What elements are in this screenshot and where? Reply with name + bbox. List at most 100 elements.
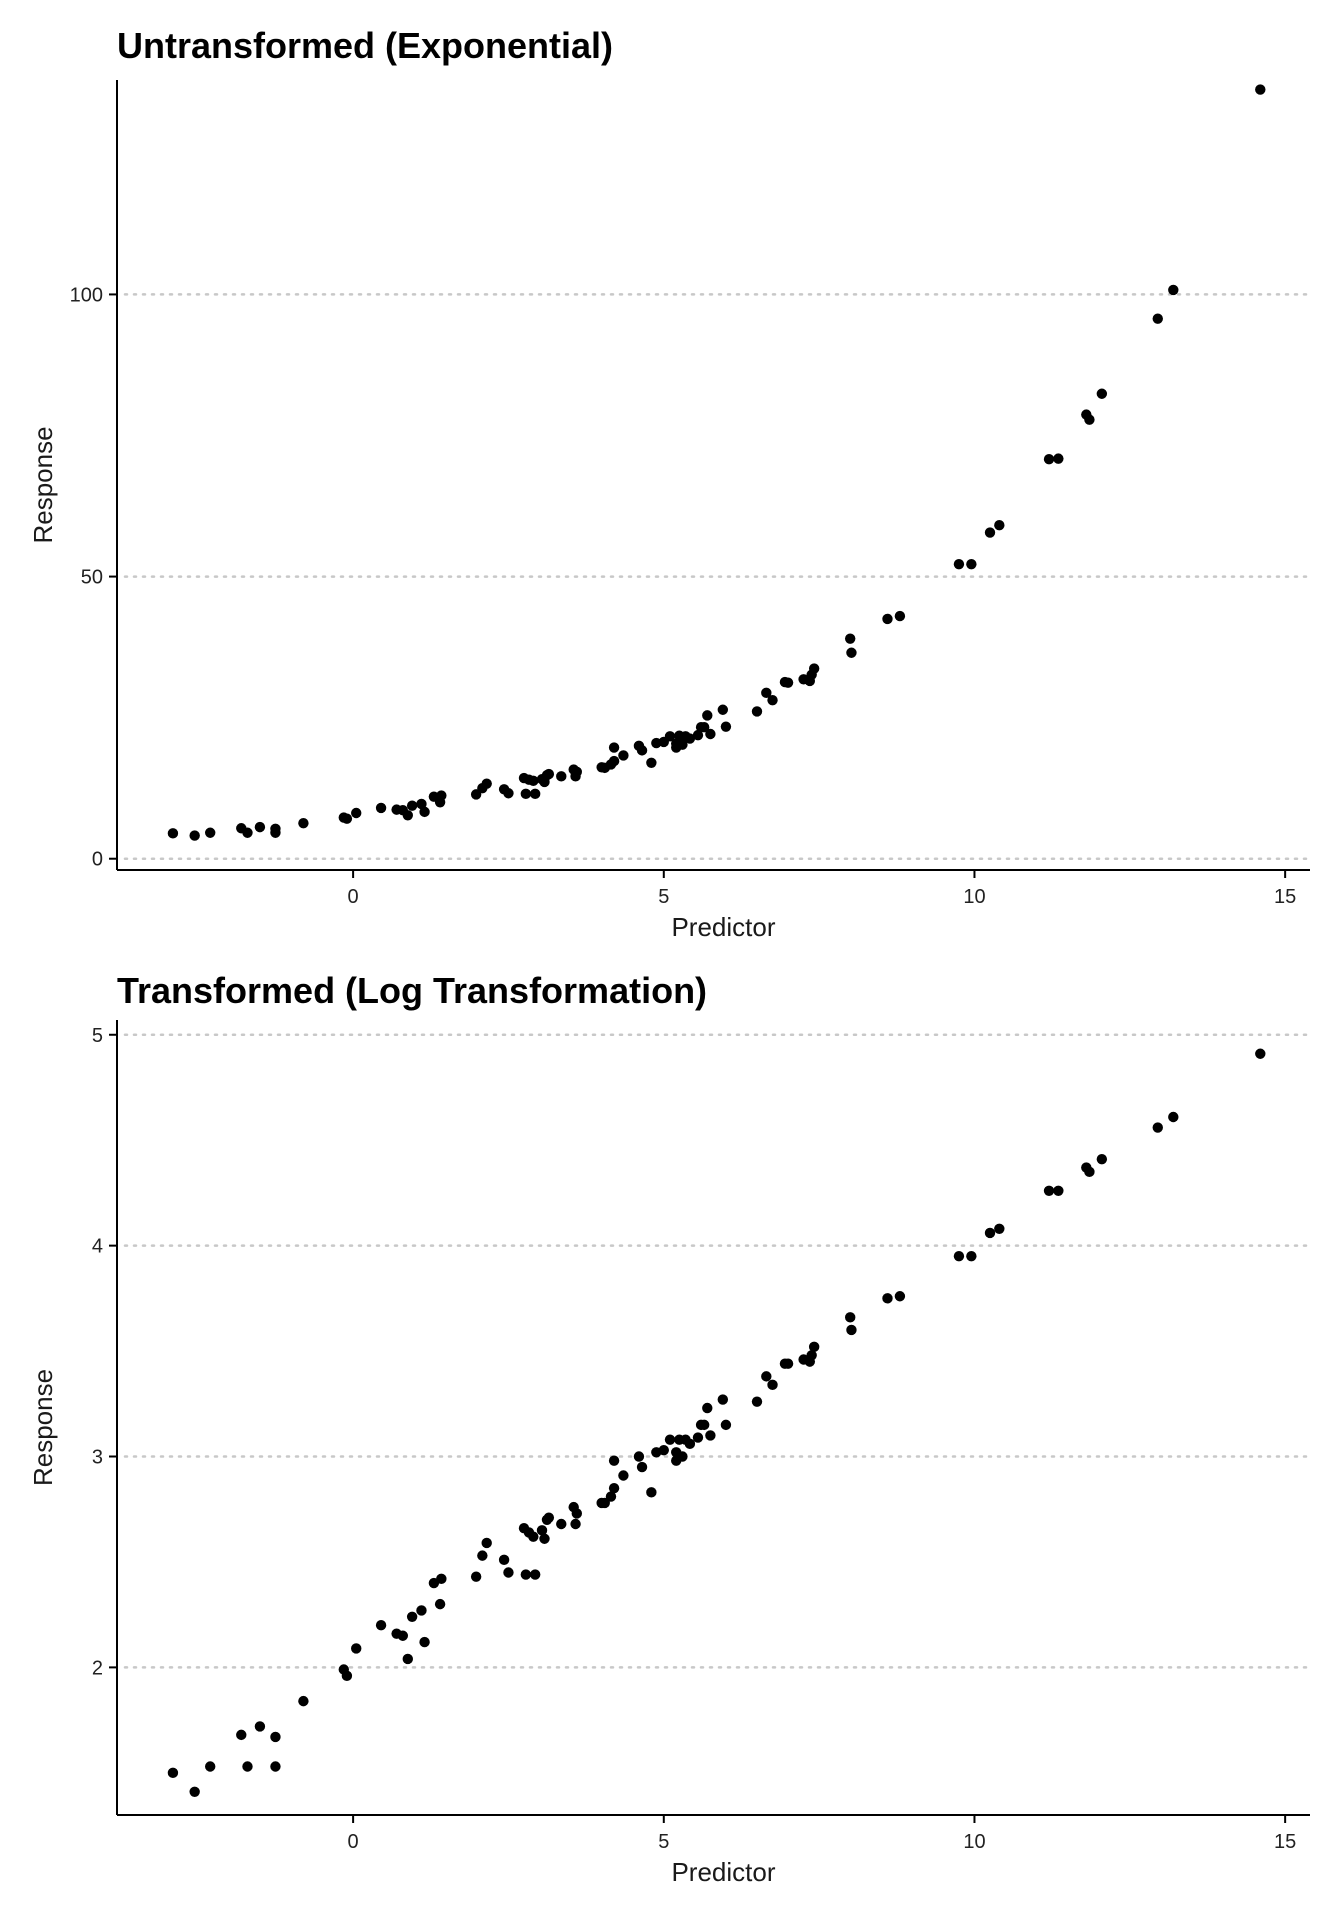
data-point bbox=[1152, 313, 1163, 324]
data-point bbox=[436, 1573, 447, 1585]
data-point bbox=[806, 1350, 817, 1361]
chart-panel-2: Transformed (Log Transformation) 0 5 10 15 2 3… bbox=[28, 970, 1310, 1887]
data-point bbox=[503, 788, 514, 799]
data-points bbox=[167, 84, 1266, 841]
data-point bbox=[402, 1653, 413, 1665]
data-point bbox=[539, 1533, 550, 1544]
data-point bbox=[782, 677, 794, 688]
data-point bbox=[664, 1434, 676, 1445]
data-point bbox=[270, 823, 281, 835]
data-point bbox=[684, 1438, 696, 1450]
x-tick-label: 10 bbox=[963, 1831, 985, 1853]
data-point bbox=[692, 1432, 704, 1443]
data-point bbox=[543, 768, 555, 780]
data-point bbox=[205, 827, 216, 838]
data-point bbox=[205, 1761, 216, 1772]
data-point bbox=[528, 775, 539, 787]
x-tick-label: 0 bbox=[348, 886, 359, 908]
data-point bbox=[720, 721, 732, 732]
data-point bbox=[341, 813, 353, 824]
data-points bbox=[167, 1048, 1266, 1798]
data-point bbox=[375, 1620, 387, 1631]
data-point bbox=[994, 520, 1005, 531]
data-point bbox=[705, 728, 716, 740]
data-point bbox=[242, 1761, 253, 1772]
data-point bbox=[406, 1611, 418, 1622]
data-point bbox=[481, 778, 492, 789]
data-point bbox=[844, 633, 856, 644]
y-tick-label: 3 bbox=[92, 1447, 103, 1469]
data-point bbox=[1084, 414, 1095, 425]
data-point bbox=[529, 788, 541, 800]
data-point bbox=[167, 828, 179, 839]
x-axis-title: Predictor bbox=[671, 912, 775, 942]
data-point bbox=[782, 1358, 794, 1369]
data-point bbox=[953, 1250, 965, 1262]
data-point bbox=[684, 733, 696, 744]
data-point bbox=[270, 1761, 281, 1772]
data-point bbox=[751, 1396, 763, 1407]
data-point bbox=[470, 1571, 482, 1582]
data-point bbox=[242, 827, 253, 838]
data-point bbox=[571, 766, 583, 778]
data-point bbox=[416, 1605, 427, 1616]
data-point bbox=[520, 1569, 532, 1580]
data-point bbox=[761, 1371, 772, 1382]
data-point bbox=[636, 745, 648, 756]
data-point bbox=[808, 1341, 820, 1353]
data-point bbox=[608, 1482, 620, 1494]
chart-title: Transformed (Log Transformation) bbox=[117, 970, 707, 1011]
data-point bbox=[254, 1721, 266, 1732]
data-point bbox=[608, 742, 620, 753]
data-point bbox=[698, 722, 710, 733]
data-point bbox=[528, 1531, 539, 1542]
data-point bbox=[520, 788, 532, 800]
data-point bbox=[633, 1451, 645, 1462]
data-point bbox=[717, 1394, 729, 1405]
data-point bbox=[767, 1379, 778, 1391]
data-point bbox=[167, 1767, 179, 1779]
data-point bbox=[375, 802, 387, 814]
data-point bbox=[351, 1643, 362, 1654]
data-point bbox=[543, 1512, 555, 1523]
data-point bbox=[1168, 284, 1179, 296]
data-point bbox=[298, 817, 309, 829]
data-point bbox=[894, 610, 906, 622]
data-point bbox=[953, 558, 965, 570]
data-point bbox=[664, 731, 676, 742]
data-point bbox=[692, 729, 704, 741]
data-point bbox=[406, 800, 418, 811]
data-point bbox=[1255, 1048, 1266, 1059]
data-point bbox=[608, 1455, 620, 1466]
data-point bbox=[419, 1636, 430, 1648]
chart-title: Untransformed (Exponential) bbox=[117, 25, 613, 66]
data-point bbox=[646, 757, 657, 768]
x-axis-title: Predictor bbox=[671, 1857, 775, 1887]
data-point bbox=[894, 1291, 906, 1302]
data-point bbox=[402, 810, 413, 821]
data-point bbox=[761, 687, 772, 699]
data-point bbox=[298, 1695, 309, 1707]
data-point bbox=[434, 1598, 446, 1610]
data-point bbox=[646, 1487, 657, 1498]
y-axis-title: Response bbox=[28, 426, 58, 543]
data-point bbox=[477, 1550, 488, 1561]
data-point bbox=[341, 1670, 353, 1682]
data-point bbox=[717, 704, 729, 715]
data-point bbox=[636, 1461, 648, 1473]
data-point bbox=[677, 739, 688, 750]
data-point bbox=[254, 821, 266, 833]
data-point bbox=[702, 710, 713, 721]
data-point bbox=[1096, 1153, 1108, 1165]
data-point bbox=[1053, 1185, 1064, 1197]
data-point bbox=[882, 1293, 893, 1304]
data-point bbox=[844, 1312, 856, 1323]
data-point bbox=[966, 1250, 977, 1262]
data-point bbox=[189, 1786, 200, 1798]
data-point bbox=[529, 1569, 541, 1580]
y-tick-label: 5 bbox=[92, 1025, 103, 1047]
data-point bbox=[571, 1508, 583, 1519]
data-point bbox=[618, 1470, 629, 1481]
x-tick-label: 5 bbox=[658, 1831, 669, 1853]
